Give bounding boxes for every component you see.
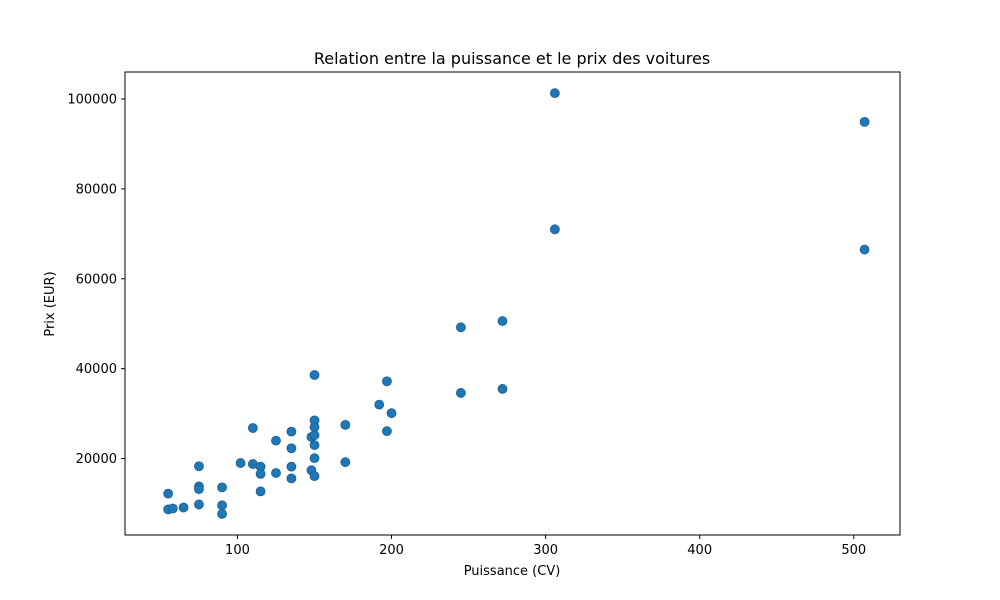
x-axis-label: Puissance (CV) xyxy=(464,564,561,579)
data-point xyxy=(859,244,870,255)
data-point xyxy=(255,486,266,497)
data-point xyxy=(217,500,227,511)
data-point xyxy=(340,457,351,468)
data-point xyxy=(455,322,466,333)
y-tick-label: 100000 xyxy=(67,92,117,107)
data-point xyxy=(309,471,320,482)
y-axis-label: Prix (EUR) xyxy=(43,271,58,336)
data-point xyxy=(163,488,174,499)
data-point xyxy=(255,468,266,479)
chart-title: Relation entre la puissance et le prix d… xyxy=(314,49,710,68)
y-tick-label: 80000 xyxy=(76,182,117,197)
data-point xyxy=(271,435,281,446)
data-point xyxy=(497,316,508,326)
data-point xyxy=(309,453,320,464)
data-point xyxy=(286,473,297,484)
x-tick-label: 400 xyxy=(687,543,712,558)
data-point xyxy=(286,443,297,454)
x-axis-ticks: 100 200 300 400 500 xyxy=(225,535,866,558)
data-point xyxy=(235,458,246,468)
data-point xyxy=(217,482,227,493)
data-point xyxy=(497,384,508,394)
data-point xyxy=(382,376,392,387)
data-point xyxy=(309,422,320,433)
data-point xyxy=(382,426,392,437)
data-point xyxy=(271,468,281,478)
data-point xyxy=(309,370,320,380)
data-point xyxy=(217,508,227,519)
data-point xyxy=(247,423,258,433)
data-point xyxy=(309,430,320,441)
data-point xyxy=(455,388,466,398)
x-tick-label: 100 xyxy=(225,543,250,558)
data-point xyxy=(194,461,204,472)
data-point xyxy=(309,440,320,450)
data-point xyxy=(340,419,351,430)
data-point xyxy=(374,399,385,410)
x-tick-label: 300 xyxy=(533,543,558,558)
y-tick-label: 40000 xyxy=(76,362,117,377)
data-point xyxy=(549,224,560,235)
y-tick-label: 20000 xyxy=(76,452,117,467)
data-point xyxy=(194,484,204,495)
y-tick-label: 60000 xyxy=(76,272,117,287)
data-point xyxy=(178,502,189,513)
data-points xyxy=(163,88,870,519)
x-tick-label: 500 xyxy=(841,543,866,558)
data-point xyxy=(286,426,297,437)
data-point xyxy=(859,116,870,127)
data-point xyxy=(286,461,297,472)
x-tick-label: 200 xyxy=(379,543,404,558)
y-axis-ticks: 20000 40000 60000 80000 100000 xyxy=(67,92,125,467)
plot-frame xyxy=(124,71,901,536)
data-point xyxy=(549,88,560,99)
data-point xyxy=(167,503,178,514)
data-point xyxy=(194,499,204,510)
data-point xyxy=(386,408,397,419)
